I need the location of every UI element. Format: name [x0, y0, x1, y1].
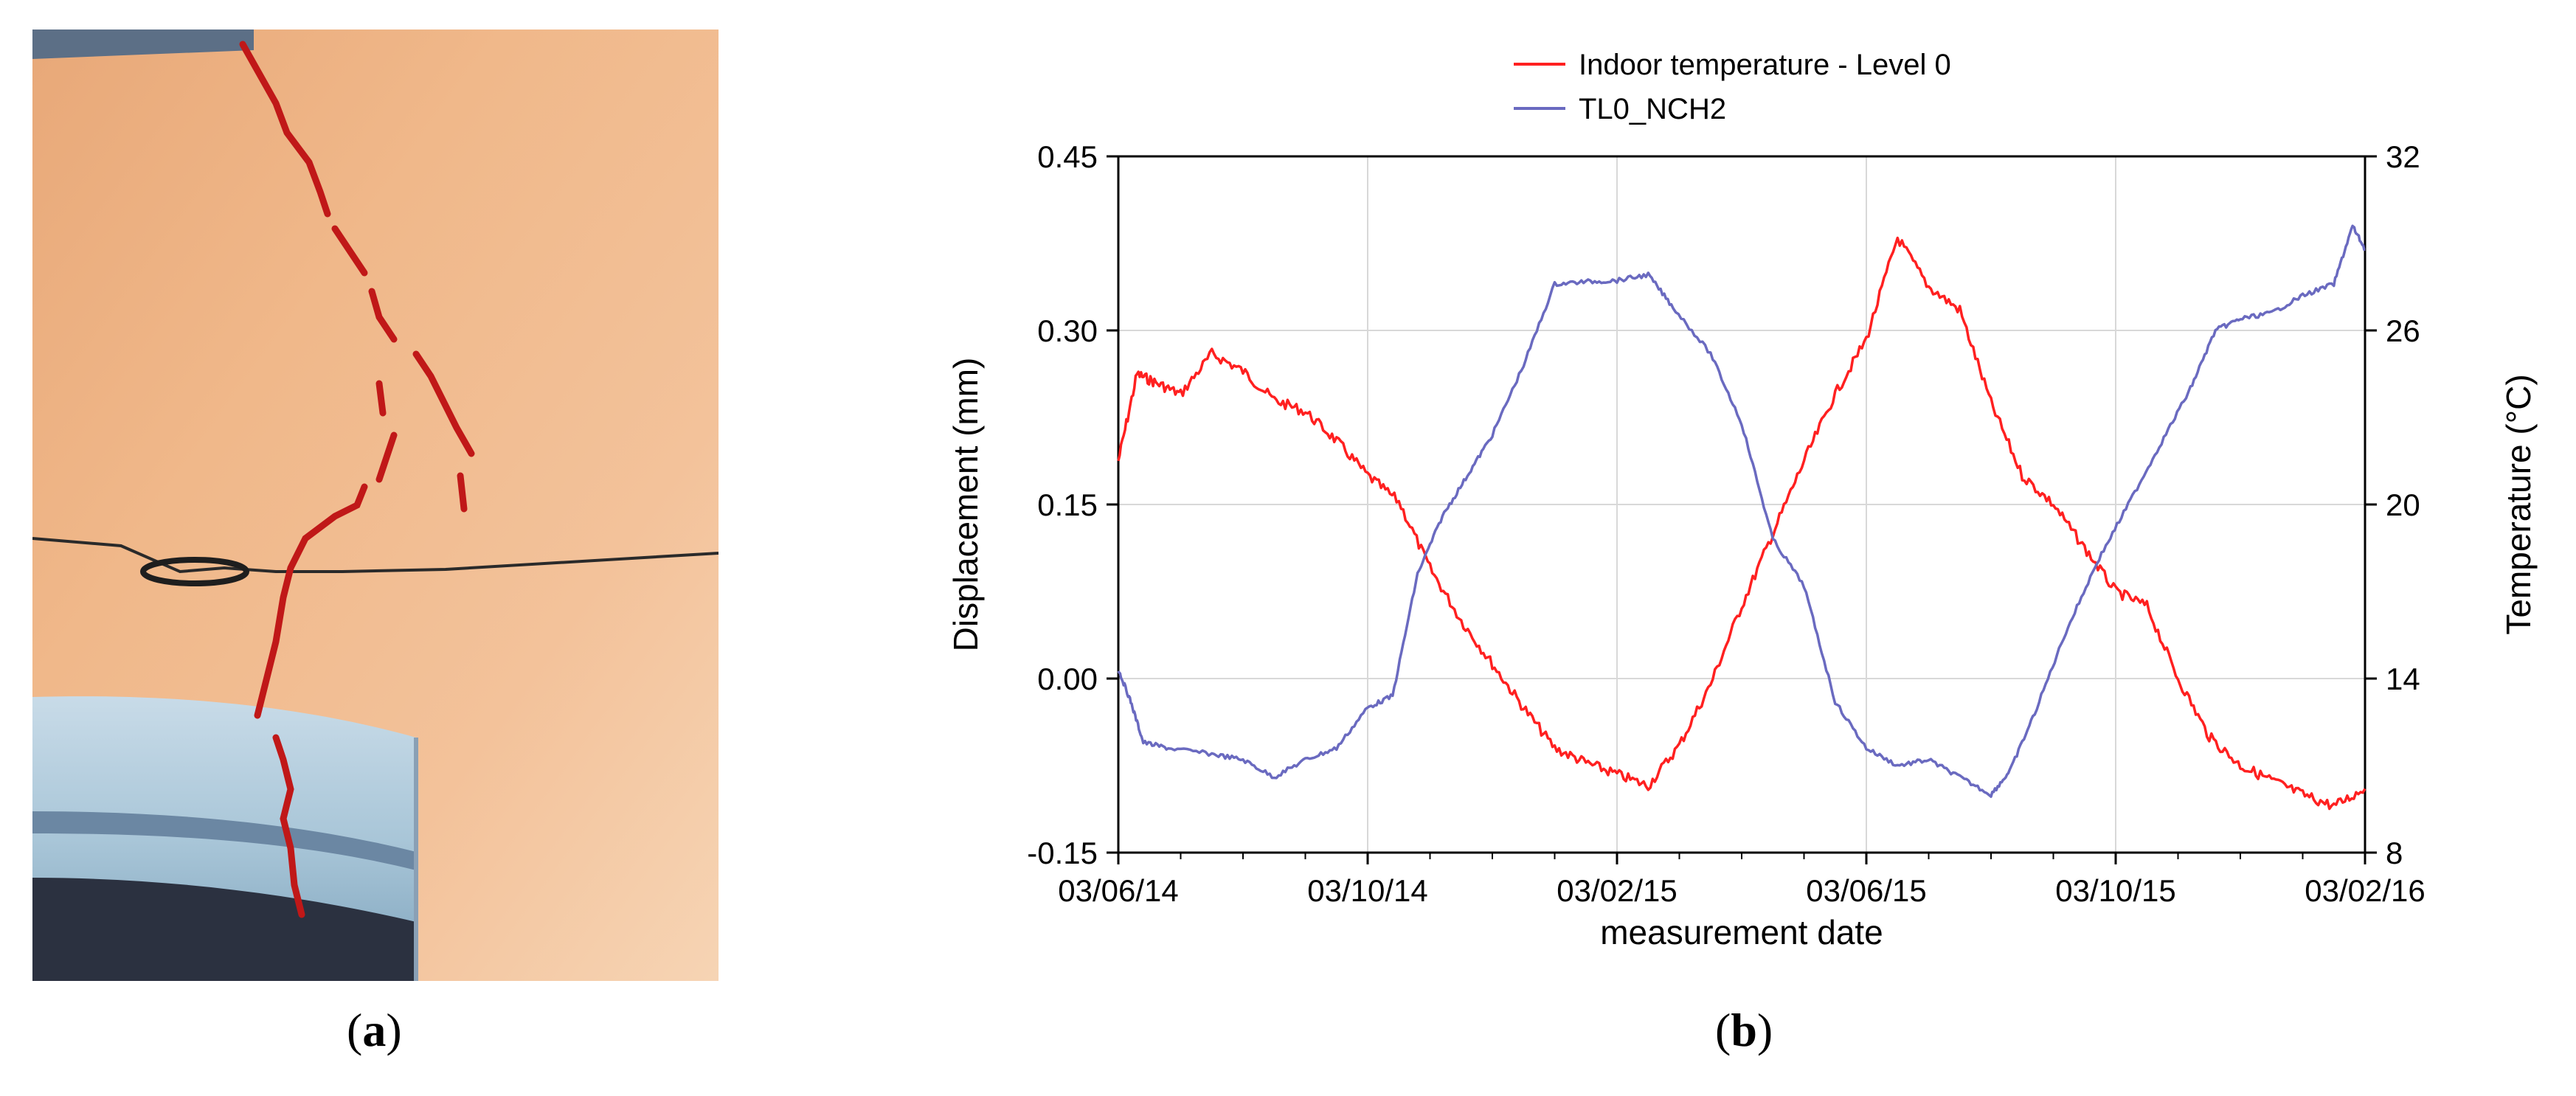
y-tick-label: 0.00 [1037, 662, 1098, 696]
sensor-wire [32, 537, 719, 574]
x-tick-label: 03/10/15 [2055, 873, 2176, 908]
ceiling-edge [32, 30, 254, 59]
panel-label-a: (a) [347, 1004, 402, 1056]
series-line-indoor-temperature [1117, 236, 2366, 811]
crack-marking [239, 41, 475, 918]
x-tick-label: 03/02/16 [2305, 873, 2426, 908]
legend-label-displacement: TL0_NCH2 [1579, 93, 1726, 125]
arch-window [32, 696, 418, 981]
y-tick-label: 0.30 [1037, 313, 1098, 348]
y-axis-title: Displacement (mm) [946, 358, 985, 652]
x-tick-label: 03/06/14 [1058, 873, 1179, 908]
y-tick-label: -0.15 [1027, 836, 1098, 870]
x-tick-label: 03/06/15 [1806, 873, 1927, 908]
series-lines [1117, 224, 2366, 811]
displacement-temperature-chart: 03/06/14 03/10/14 03/02/15 03/06/15 03/10/15… [907, 30, 2567, 988]
axis-ticks: 03/06/14 03/10/14 03/02/15 03/06/15 03/10/15… [1027, 139, 2425, 908]
grid-lines [1118, 156, 2365, 853]
y2-tick-label: 20 [2386, 488, 2420, 522]
x-axis-title: measurement date [1600, 913, 1883, 951]
series-line-tl0-nch2 [1117, 224, 2366, 798]
y-tick-label: 0.15 [1037, 488, 1098, 522]
x-tick-label: 03/10/14 [1307, 873, 1428, 908]
crack-photo [32, 30, 719, 981]
y-tick-label: 0.45 [1037, 139, 1098, 174]
chart-svg: 03/06/14 03/10/14 03/02/15 03/06/15 03/10/15… [946, 49, 2538, 951]
legend: Indoor temperature - Level 0 TL0_NCH2 [1514, 49, 1951, 125]
sensor-device [140, 557, 249, 586]
y2-tick-label: 14 [2386, 662, 2420, 696]
y2-tick-label: 26 [2386, 313, 2420, 348]
crack-photo-illustration [32, 30, 719, 981]
x-tick-label: 03/02/15 [1557, 873, 1677, 908]
y2-axis-title: Temperature (°C) [2499, 374, 2538, 634]
panel-label-b: (b) [1715, 1004, 1773, 1056]
y2-tick-label: 32 [2386, 139, 2420, 174]
y2-tick-label: 8 [2386, 836, 2403, 870]
legend-label-temperature: Indoor temperature - Level 0 [1579, 49, 1951, 81]
